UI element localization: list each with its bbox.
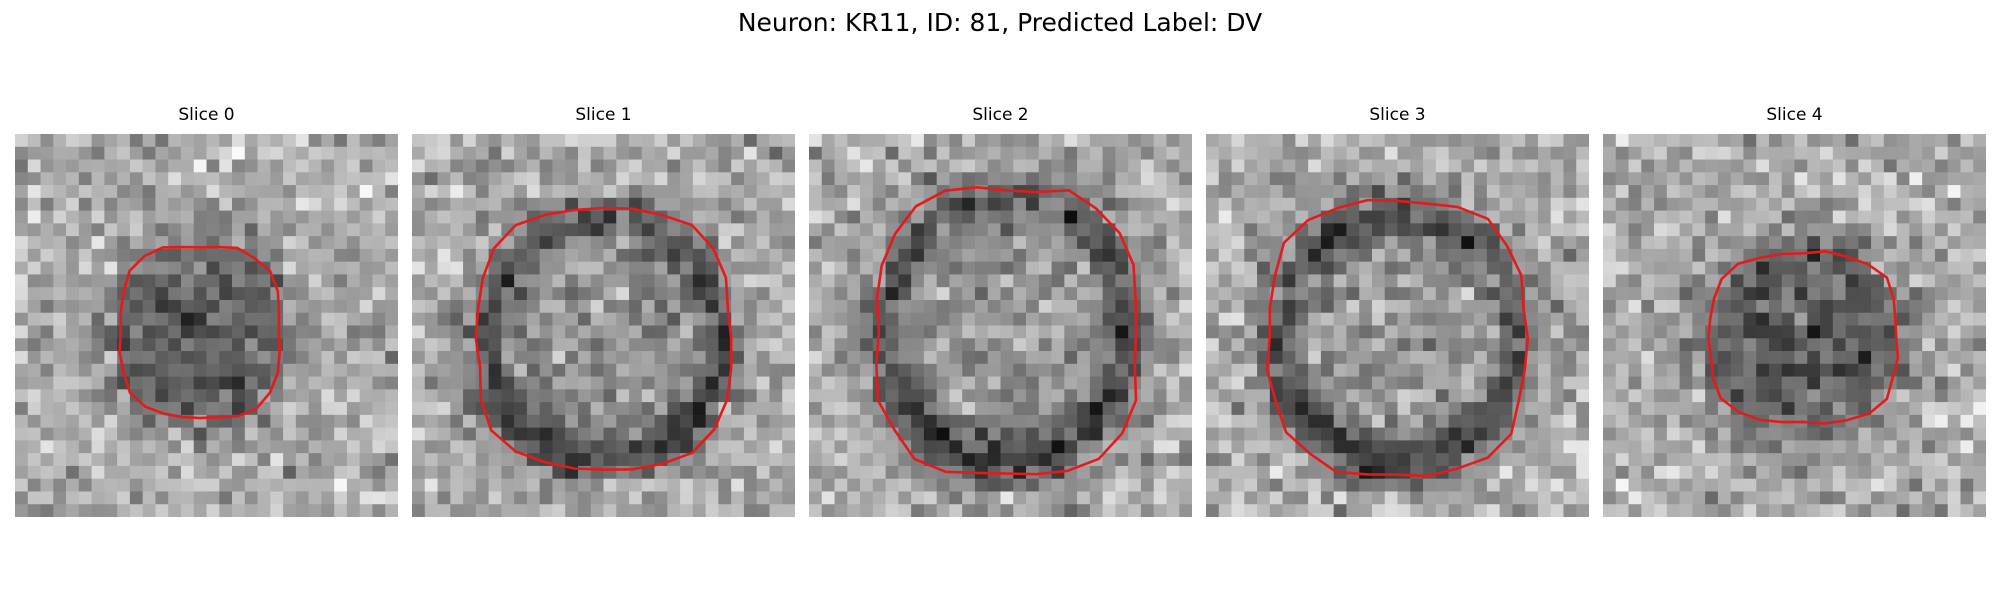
slice-title: Slice 0: [178, 105, 235, 125]
roi-outline: [118, 245, 282, 420]
slice-image: [1603, 134, 1986, 517]
roi-outline: [1707, 250, 1900, 425]
slice-title: Slice 1: [575, 105, 632, 125]
roi-outline: [474, 206, 733, 472]
slice-title: Slice 2: [972, 105, 1029, 125]
slice-image: [1206, 134, 1589, 517]
slice-title: Slice 4: [1766, 105, 1823, 125]
roi-outline: [875, 185, 1138, 476]
roi-outline: [1265, 198, 1530, 478]
slice-image: [15, 134, 398, 517]
slice-image: [412, 134, 795, 517]
slice-title: Slice 3: [1369, 105, 1426, 125]
figure-title: Neuron: KR11, ID: 81, Predicted Label: D…: [737, 8, 1263, 37]
slice-image: [809, 134, 1192, 517]
